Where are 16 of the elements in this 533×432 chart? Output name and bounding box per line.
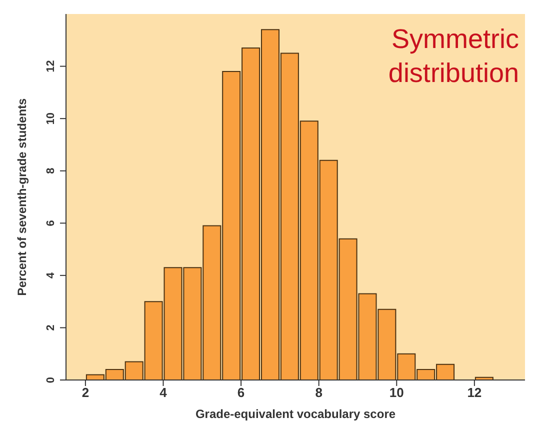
- y-tick-label: 0: [45, 376, 57, 384]
- y-axis-title: Percent of seventh-grade students: [15, 98, 29, 296]
- y-tick-label: 10: [45, 112, 57, 125]
- y-tick-label: 2: [45, 324, 57, 331]
- y-tick-label: 12: [45, 60, 57, 72]
- y-tick-label: 4: [45, 271, 57, 278]
- x-tick-label: 10: [389, 385, 404, 400]
- y-tick-label: 6: [45, 220, 57, 226]
- x-tick-label: 6: [237, 385, 245, 400]
- x-tick-label: 8: [315, 385, 322, 400]
- x-tick-label: 4: [160, 385, 168, 400]
- y-tick-label: 8: [45, 168, 57, 174]
- x-tick-label: 12: [467, 385, 482, 400]
- annotation: Symmetric distribution: [387, 23, 519, 90]
- x-tick-label: 2: [82, 385, 90, 400]
- x-axis-title: Grade-equivalent vocabulary score: [195, 407, 396, 421]
